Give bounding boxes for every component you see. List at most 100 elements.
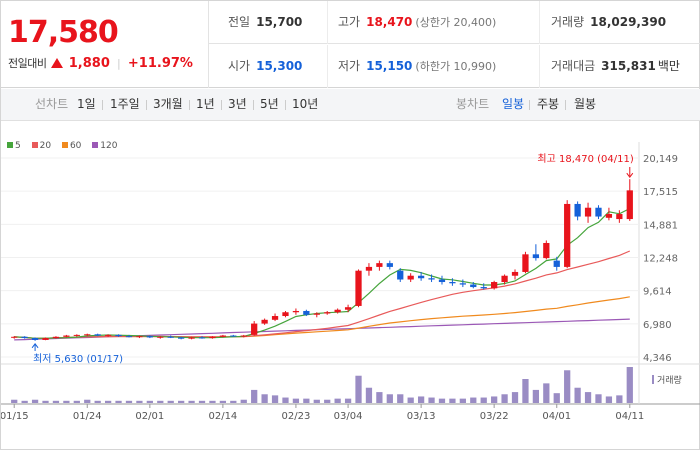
period-tab-1y[interactable]: 1년 — [196, 97, 215, 111]
volume-bar — [303, 398, 310, 403]
ma5-line — [14, 207, 631, 339]
volume-bar — [584, 392, 592, 403]
candle-tab-weekly[interactable]: 주봉 — [537, 97, 560, 111]
candle-chart-label: 봉차트 — [456, 97, 490, 111]
separator — [529, 100, 530, 110]
volume-bar — [42, 400, 49, 403]
candle-body — [115, 334, 122, 337]
separator — [189, 100, 190, 110]
candle-body — [324, 312, 331, 314]
candle-body — [438, 279, 446, 283]
candle-body — [271, 316, 279, 320]
legend-swatch — [61, 142, 68, 148]
candle-body — [365, 266, 373, 271]
candle-body — [491, 282, 498, 289]
candle-body — [543, 242, 550, 259]
y-tick-label: 14,881 — [643, 220, 678, 231]
chart-area: 20,149 17,515 14,881 12,248 9,614 6,980 4,346 거… — [1, 122, 700, 450]
volume-bar — [595, 394, 602, 403]
period-tab-1d[interactable]: 1일 — [77, 97, 96, 111]
x-tick-label: 04/01 — [542, 411, 571, 422]
period-tab-10y[interactable]: 10년 — [292, 97, 319, 111]
volume-bar — [198, 400, 206, 403]
trade-value-unit: 백만 — [657, 59, 680, 73]
candle-body — [584, 207, 592, 217]
lower-limit: (하한가 10,990) — [415, 60, 497, 73]
current-price: 17,580 — [8, 15, 119, 50]
candle-body — [292, 310, 300, 313]
x-tick-label: 03/22 — [480, 411, 509, 422]
volume-bar — [407, 397, 414, 403]
volume-bar — [417, 396, 425, 403]
volume-bar — [188, 400, 195, 403]
low-annotation: 최저 5,630 (01/17) — [33, 353, 123, 365]
y-tick-label: 12,248 — [643, 253, 678, 264]
volume-bar — [574, 387, 581, 403]
candle-body — [407, 275, 414, 280]
candle-body — [428, 278, 435, 280]
candle-body — [31, 338, 39, 340]
volume-label: 거래량 — [551, 15, 585, 29]
period-tab-5y[interactable]: 5년 — [260, 97, 279, 111]
x-tick-label: 02/14 — [208, 411, 237, 422]
volume-bar — [397, 394, 404, 403]
candle-body — [532, 254, 540, 259]
volume-bar — [449, 398, 456, 403]
volume-bar — [292, 398, 300, 403]
x-tick-label: 02/23 — [282, 411, 311, 422]
change-amount: 1,880 — [68, 56, 110, 71]
candle-body — [157, 336, 164, 338]
legend-label: 60 — [69, 141, 82, 151]
volume-bar — [470, 397, 477, 403]
candle-body — [376, 263, 383, 267]
y-tick-label: 6,980 — [643, 320, 672, 331]
volume-bar — [63, 400, 70, 403]
candlestick-chart: 20,149 17,515 14,881 12,248 9,614 6,980 4,346 거… — [1, 142, 700, 422]
volume-bar — [21, 400, 28, 403]
y-tick-label: 9,614 — [643, 287, 672, 298]
candle-tab-monthly[interactable]: 월봉 — [574, 97, 597, 111]
candle-body — [522, 254, 529, 272]
candle-body — [11, 336, 18, 338]
volume-bar — [73, 400, 80, 403]
price-summary: 17,580 전일대비 1,880 | +11.97% 전일 15,700 고가 1… — [1, 1, 700, 88]
candle-body — [386, 263, 393, 267]
up-arrow-icon — [50, 58, 63, 68]
candle-tab-daily[interactable]: 일봉 — [502, 97, 525, 111]
period-tab-3y[interactable]: 3년 — [228, 97, 247, 111]
low-label: 저가 — [338, 59, 361, 73]
volume-bar — [52, 400, 60, 403]
volume-value: 18,029,390 — [590, 15, 667, 29]
candle-body — [251, 323, 258, 335]
candle-body — [417, 275, 425, 279]
candle-body — [313, 313, 320, 315]
volume-bar — [115, 400, 122, 403]
candle-body — [21, 336, 28, 339]
period-tab-3m[interactable]: 3개월 — [153, 97, 183, 111]
volume-bar — [553, 393, 560, 403]
volume-bar — [564, 370, 571, 403]
legend-ma120: 120 — [92, 141, 117, 151]
candle-body — [616, 214, 623, 220]
volume-bar — [324, 399, 331, 403]
candle-body — [459, 283, 466, 285]
high-label: 고가 — [338, 15, 361, 29]
volume-bar — [219, 400, 227, 403]
prev-close-value: 15,700 — [256, 15, 303, 29]
legend-swatch — [7, 142, 13, 148]
upper-limit: (상한가 20,400) — [415, 16, 497, 29]
legend-label: 120 — [100, 141, 118, 151]
candle-body — [136, 336, 143, 338]
volume-bar — [240, 399, 247, 403]
y-tick-label: 17,515 — [643, 187, 678, 198]
change-label: 전일대비 — [8, 57, 47, 70]
volume-bar — [261, 394, 268, 403]
candle-body — [334, 309, 341, 313]
period-tab-1w[interactable]: 1주일 — [110, 97, 140, 111]
candle-body — [344, 307, 352, 310]
change-line: 전일대비 1,880 | +11.97% — [8, 55, 193, 71]
legend-label: 20 — [39, 141, 52, 151]
candle-body — [104, 334, 112, 336]
candle-body — [198, 337, 206, 339]
volume-bar — [209, 400, 216, 403]
